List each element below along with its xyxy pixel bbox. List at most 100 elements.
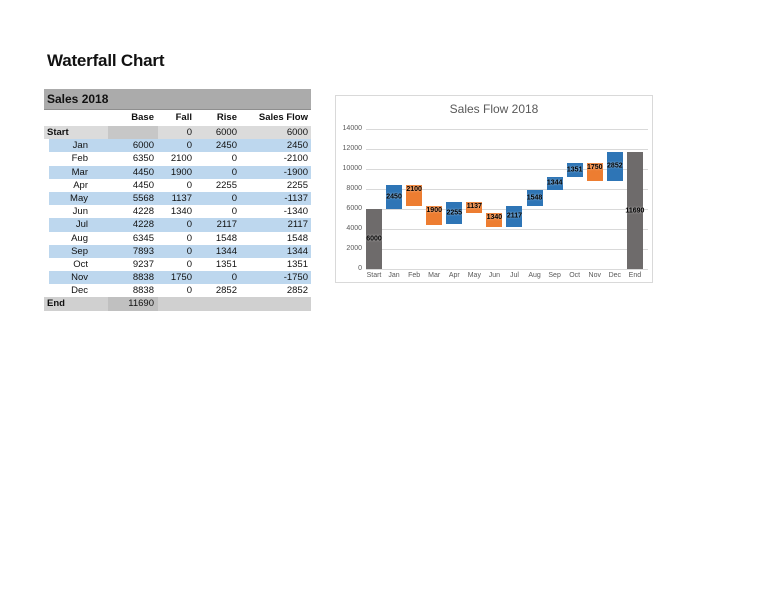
- x-axis-tick-label: Mar: [428, 272, 441, 279]
- table-row: Mar 4450 1900 0 -1900: [44, 165, 311, 179]
- sales-flow-cell: -1900: [283, 166, 308, 178]
- sales-flow-cell: 2450: [286, 140, 308, 152]
- x-axis-tick-label: Jun: [488, 272, 501, 279]
- fall-cell: [158, 297, 196, 310]
- sales-table-body: Start 0 6000 6000 Jan 6000 0 2450 2450 Feb 6350 210…: [44, 126, 311, 311]
- x-axis-tick-label: May: [467, 272, 481, 279]
- rise-cell: [196, 297, 241, 310]
- fall-cell: 0: [186, 127, 192, 138]
- bar-data-label: 2450: [386, 193, 402, 201]
- row-label-cell: May: [70, 192, 88, 204]
- y-axis-tick-label: 8000: [346, 185, 362, 192]
- page-title: Waterfall Chart: [47, 51, 165, 70]
- row-label-cell: Mar: [71, 166, 88, 178]
- row-label-cell: Jul: [75, 219, 88, 231]
- base-cell: 6345: [132, 232, 154, 244]
- sales-flow-cell: 2255: [286, 179, 308, 191]
- rise-cell: 2117: [216, 219, 237, 231]
- bar-data-label: 1137: [466, 202, 482, 210]
- waterfall-bar-jan: 2450: [386, 184, 403, 209]
- waterfall-bar-feb: 2100: [406, 184, 423, 206]
- bar-data-label: 1340: [486, 214, 503, 222]
- row-label-cell: End: [47, 298, 65, 310]
- rise-cell: 0: [231, 206, 237, 218]
- base-cell: 6000: [132, 140, 154, 152]
- table-row: Aug 6345 0 1548 1548: [44, 232, 311, 245]
- fall-cell: 0: [186, 219, 192, 231]
- table-title: Sales 2018: [44, 89, 311, 110]
- gridline: [366, 249, 648, 250]
- y-axis-tick-label: 14000: [342, 125, 362, 132]
- row-label-cell: Jun: [72, 206, 88, 218]
- x-axis-tick-label: Jul: [510, 272, 519, 279]
- base-cell: 6350: [132, 153, 154, 165]
- fall-cell: 0: [186, 285, 192, 297]
- bar-data-label: 2117: [506, 212, 523, 220]
- sales-flow-cell: 1548: [286, 232, 308, 244]
- base-cell: [108, 126, 158, 140]
- x-axis-tick-label: End: [628, 272, 642, 279]
- sales-flow-cell: 2852: [286, 285, 308, 297]
- fall-cell: 1750: [170, 272, 192, 284]
- bar-data-label: 11690: [625, 207, 645, 215]
- waterfall-bar-jul: 2117: [506, 205, 523, 227]
- sales-flow-cell: -2100: [283, 153, 308, 165]
- sales-flow-cell: -1137: [284, 192, 308, 204]
- base-cell: 4450: [132, 166, 154, 178]
- y-axis-tick-label: 0: [358, 265, 362, 272]
- bar-data-label: 1344: [546, 179, 563, 187]
- sales-flow-cell: 1351: [286, 258, 308, 270]
- base-cell: 8838: [132, 272, 154, 284]
- chart-title: Sales Flow 2018: [449, 102, 539, 116]
- table-row: End 11690: [44, 297, 311, 311]
- bar-data-label: 6000: [366, 235, 382, 243]
- header-cell-base: Base: [131, 112, 154, 123]
- table-row: Oct 9237 0 1351 1351: [44, 258, 311, 271]
- table-row: Nov 8838 1750 0 -1750: [44, 271, 311, 285]
- table-row: Dec 8838 0 2852 2852: [44, 284, 311, 297]
- row-label-cell: Start: [47, 127, 69, 138]
- sales-flow-cell: 2117: [287, 219, 308, 231]
- bar-data-label: 2100: [406, 185, 422, 193]
- waterfall-bar-may: 1137: [466, 201, 483, 214]
- header-cell-sales-flow: Sales Flow: [258, 112, 308, 123]
- x-axis-tick-label: Oct: [569, 272, 581, 279]
- fall-cell: 1137: [171, 192, 192, 204]
- rise-cell: 0: [231, 166, 237, 178]
- row-label-cell: Sep: [71, 245, 88, 257]
- waterfall-bar-mar: 1900: [426, 205, 443, 225]
- bar-data-label: 1548: [526, 194, 543, 202]
- table-row: Apr 4450 0 2255 2255: [44, 179, 311, 192]
- rise-cell: 1351: [215, 258, 237, 270]
- gridline: [366, 149, 648, 150]
- row-label-cell: Jan: [72, 140, 88, 152]
- base-cell: 9237: [132, 258, 154, 270]
- table-row: Jan 6000 0 2450 2450: [44, 139, 311, 153]
- table-row: Jul 4228 0 2117 2117: [44, 218, 311, 232]
- rise-cell: 2852: [215, 285, 237, 297]
- rise-cell: 1344: [215, 245, 237, 257]
- bar-data-label: 1750: [586, 164, 603, 172]
- x-axis-tick-label: Start: [366, 272, 382, 279]
- bar-data-label: 1351: [566, 166, 583, 174]
- sales-flow-cell: [241, 297, 311, 310]
- waterfall-bar-sep: 1344: [546, 176, 563, 191]
- y-axis-tick-label: 10000: [342, 165, 362, 172]
- table-row: Start 0 6000 6000: [44, 126, 311, 140]
- row-label-cell: Apr: [73, 179, 88, 191]
- fall-cell: 2100: [170, 153, 192, 165]
- base-cell: 11690: [108, 297, 158, 311]
- base-cell: 4228: [132, 206, 154, 218]
- x-axis-tick-label: Sep: [548, 272, 561, 279]
- waterfall-bar-aug: 1548: [526, 190, 543, 206]
- row-label-cell: Aug: [71, 232, 88, 244]
- sales-flow-cell: 1344: [286, 245, 308, 257]
- bar-data-label: 1900: [426, 206, 442, 214]
- waterfall-bar-oct: 1351: [566, 163, 583, 177]
- row-label-cell: Nov: [71, 272, 88, 284]
- y-axis-tick-label: 12000: [342, 145, 362, 152]
- waterfall-bar-jun: 1340: [486, 213, 503, 227]
- row-label-cell: Oct: [73, 258, 88, 270]
- fall-cell: 0: [186, 245, 192, 257]
- table-row: Jun 4228 1340 0 -1340: [44, 205, 311, 218]
